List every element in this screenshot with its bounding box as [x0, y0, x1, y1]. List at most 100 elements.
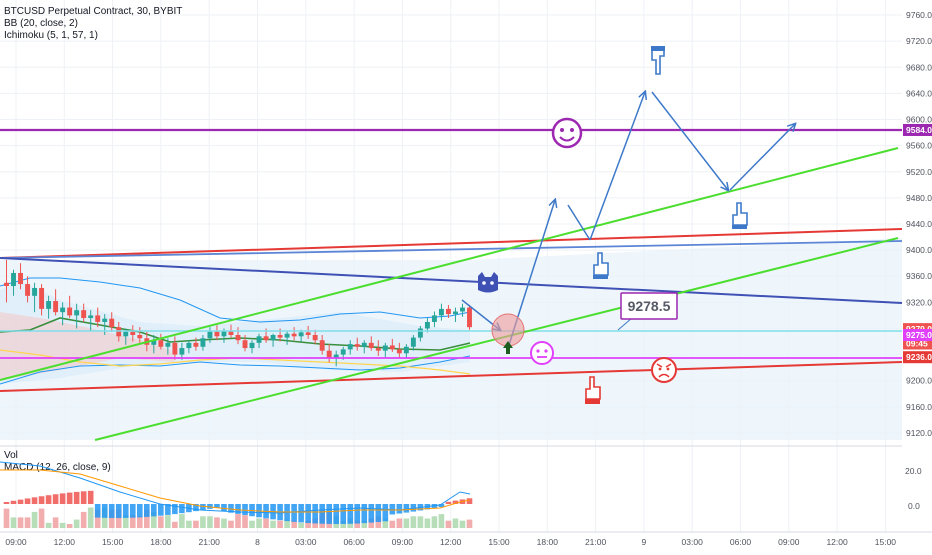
hand-pointing-icon[interactable]: [585, 376, 601, 404]
macd-bar: [108, 504, 115, 518]
volume-bar: [438, 514, 445, 528]
legend-bb[interactable]: BB (20, close, 2): [4, 18, 78, 29]
macd-bar: [438, 504, 445, 507]
candle-body: [326, 350, 332, 359]
candle-body: [291, 333, 297, 337]
volume-bar: [10, 517, 17, 528]
volume-bar: [431, 516, 438, 528]
candle-body: [340, 349, 346, 355]
time-tick-label: 21:00: [585, 537, 607, 547]
candle-body: [396, 349, 402, 354]
volume-bar: [45, 522, 52, 528]
hand-pointing-icon[interactable]: [593, 252, 609, 279]
green-trendline-upper[interactable]: [0, 147, 899, 381]
volume-bar: [115, 509, 122, 528]
volume-bar: [291, 520, 297, 528]
macd-bar: [193, 504, 199, 512]
candle-body: [242, 340, 248, 349]
price-callout-text: 9278.5: [628, 298, 671, 314]
volume-bar: [424, 518, 431, 528]
candle-body: [88, 315, 94, 319]
blue-light-trendline[interactable]: [0, 240, 903, 259]
smiling-face-icon[interactable]: [551, 117, 583, 149]
volume-bar: [3, 508, 10, 528]
candle-body: [4, 282, 9, 287]
legend-symbol: BTCUSD Perpetual Contract, 30, BYBIT: [4, 6, 182, 17]
volume-bar: [59, 522, 66, 528]
candle-body: [431, 315, 437, 322]
volume-bar: [122, 515, 129, 528]
macd-bar: [214, 504, 220, 508]
candle-body: [410, 337, 416, 347]
candle-body: [375, 348, 381, 351]
projection-arrow: [651, 91, 728, 190]
time-tick-label: 06:00: [343, 537, 365, 547]
macd-bar: [305, 504, 311, 523]
candle-body: [453, 311, 458, 315]
macd-bar: [298, 504, 304, 523]
price-tag-label: 9236.0: [906, 352, 932, 362]
price-tag[interactable]: [903, 351, 932, 364]
price-axis[interactable]: [902, 0, 932, 532]
candle-body: [81, 310, 87, 319]
volume-bar: [136, 516, 143, 528]
macd-bar: [129, 504, 136, 518]
price-tick-label: 9760.0: [906, 10, 932, 20]
volume-bar: [80, 511, 87, 528]
volume-bar: [108, 509, 115, 528]
candle-body: [172, 342, 178, 355]
candle-body: [368, 342, 374, 349]
time-axis[interactable]: [0, 532, 932, 550]
volume-bar: [389, 520, 396, 528]
candle-body: [333, 354, 339, 359]
candle-body: [165, 342, 171, 347]
volume-label: Vol: [4, 450, 18, 461]
blue-dark-trendline[interactable]: [0, 257, 903, 304]
macd-tick: 20.0: [905, 466, 922, 476]
time-tick-label: 06:00: [730, 537, 752, 547]
hand-pointing-icon[interactable]: [732, 202, 748, 229]
price-callout[interactable]: 9278.5: [620, 292, 678, 320]
time-tick-label: 03:00: [295, 537, 317, 547]
price-tag[interactable]: [903, 329, 932, 341]
cat-face-icon[interactable]: [478, 272, 498, 293]
volume-bar: [298, 522, 304, 528]
legend-ichimoku[interactable]: Ichimoku (5, 1, 57, 1): [4, 30, 98, 41]
macd-tick: 0.0: [908, 501, 920, 511]
price-tick-label: 9680.0: [906, 62, 932, 72]
price-tick-label: 9320.0: [906, 297, 932, 307]
hand-pointing-icon[interactable]: [651, 46, 665, 75]
red-channel-bottom[interactable]: [0, 361, 903, 392]
candle-body: [445, 308, 451, 315]
volume-bar: [445, 520, 452, 528]
candle-body: [25, 284, 31, 296]
volume-bar: [73, 519, 80, 528]
candle-body: [438, 308, 444, 316]
macd-bar: [45, 495, 52, 504]
macd-bar: [221, 504, 227, 512]
macd-bar: [52, 494, 59, 504]
macd-bar: [17, 499, 24, 504]
volume-bar: [466, 519, 473, 528]
red-channel-top[interactable]: [0, 228, 903, 259]
macd-bar: [361, 504, 368, 524]
macd-bar: [59, 493, 66, 504]
time-tick-label: 18:00: [150, 537, 172, 547]
neutral-face-icon[interactable]: [530, 341, 554, 365]
macd-panel: MACD (12, 26, close, 9): [0, 461, 473, 528]
price-tag[interactable]: [903, 123, 932, 136]
candle-body: [18, 272, 23, 285]
volume-bar: [242, 515, 248, 528]
time-tick-label: 12:00: [826, 537, 848, 547]
angry-face-icon[interactable]: [651, 357, 677, 383]
candle-body: [354, 344, 360, 347]
volume-bar: [403, 518, 410, 528]
macd-bar: [10, 500, 17, 504]
candle-body: [235, 335, 241, 341]
time-tick-label: 18:00: [537, 537, 559, 547]
candle-body: [32, 287, 38, 296]
volume-bar: [459, 520, 466, 528]
volume-bar: [193, 520, 199, 528]
macd-bar: [347, 504, 354, 524]
